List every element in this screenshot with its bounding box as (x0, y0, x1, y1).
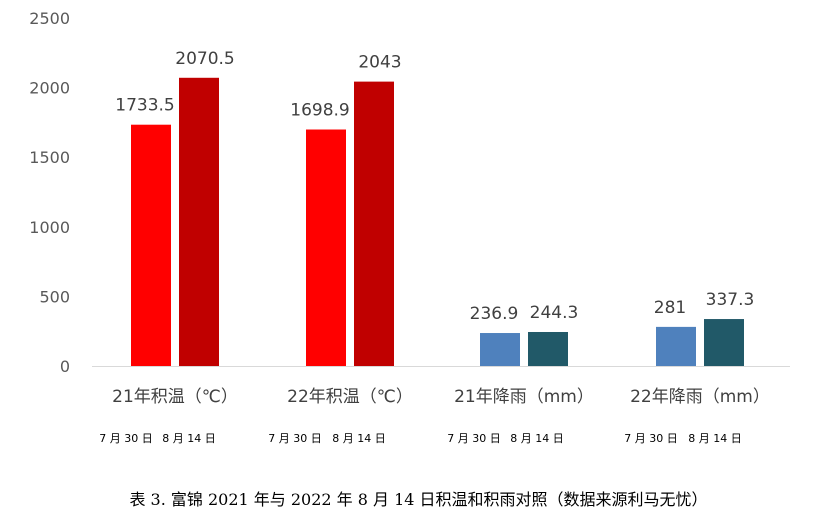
y-tick-label-500: 500 (39, 287, 70, 306)
data-label-3-2: 244.3 (530, 303, 579, 323)
figure-caption: 表 3. 富锦 2021 年与 2022 年 8 月 14 日积温和积雨对照（数… (129, 490, 708, 509)
data-label-4-1: 281 (654, 298, 686, 318)
bar-2-series-2 (354, 81, 394, 366)
bar-1-series-2 (179, 77, 219, 366)
data-label-2-1: 1698.9 (290, 101, 349, 121)
y-tick-label-1500: 1500 (29, 148, 70, 167)
data-label-4-2: 337.3 (706, 290, 755, 310)
bar-chart: 0 500 1000 1500 2000 2500 1733.5 2070.5 21年积温（℃）… (29, 9, 790, 445)
y-tick-label-0: 0 (60, 357, 70, 376)
y-tick-label-2500: 2500 (29, 9, 70, 28)
series-date-label-1-1: 7 月 30 日 (99, 432, 153, 445)
category-label-1: 21年积温（℃） (112, 387, 238, 407)
series-date-label-3-2: 8 月 14 日 (510, 432, 564, 445)
data-label-3-1: 236.9 (470, 304, 519, 324)
y-tick-label-2000: 2000 (29, 79, 70, 98)
data-label-1-2: 2070.5 (175, 49, 234, 69)
bar-4-series-2 (704, 319, 744, 366)
bar-2-series-1 (306, 129, 346, 366)
series-date-label-4-2: 8 月 14 日 (688, 432, 742, 445)
bar-3-series-1 (480, 333, 520, 366)
y-tick-label-1000: 1000 (29, 218, 70, 237)
bar-1-series-1 (131, 124, 171, 366)
bar-4-series-1 (656, 326, 696, 366)
series-date-label-3-1: 7 月 30 日 (447, 432, 501, 445)
data-label-2-2: 2043 (358, 53, 401, 73)
category-label-2: 22年积温（℃） (287, 387, 413, 407)
category-label-4: 22年降雨（mm） (630, 387, 770, 407)
series-date-label-4-1: 7 月 30 日 (624, 432, 678, 445)
series-date-label-2-2: 8 月 14 日 (332, 432, 386, 445)
data-label-1-1: 1733.5 (115, 96, 174, 116)
category-label-3: 21年降雨（mm） (454, 387, 594, 407)
series-date-label-1-2: 8 月 14 日 (162, 432, 216, 445)
series-date-label-2-1: 7 月 30 日 (268, 432, 322, 445)
bar-3-series-2 (528, 331, 568, 366)
